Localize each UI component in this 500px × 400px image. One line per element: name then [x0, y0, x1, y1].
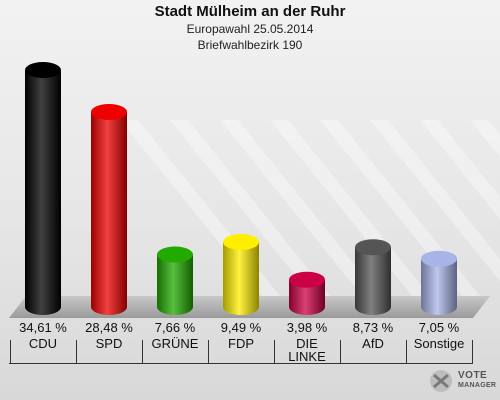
value-label: 34,61 %	[19, 320, 67, 335]
bars-group	[25, 62, 457, 315]
category-label: Sonstige	[413, 336, 465, 351]
bar-top	[289, 271, 325, 288]
bar-fdp	[223, 234, 259, 315]
bar-sonstige	[421, 250, 457, 315]
bar-top	[157, 246, 193, 263]
background-stripe	[170, 120, 330, 296]
chart-subtitle-election: Europawahl 25.05.2014	[186, 22, 314, 36]
bar-body	[289, 279, 325, 315]
category-separator	[406, 340, 407, 364]
category-label: FDP	[228, 336, 254, 351]
bar-body	[355, 247, 391, 315]
bar-top	[91, 103, 127, 120]
background-stripe	[370, 120, 500, 282]
bar-top	[355, 239, 391, 256]
value-label: 7,05 %	[418, 320, 460, 335]
bar-body	[25, 70, 61, 315]
category-separator	[274, 340, 275, 364]
category-label: CDU	[28, 336, 58, 351]
chart-subtitle-district: Briefwahlbezirk 190	[197, 38, 303, 52]
bar-top	[223, 234, 259, 251]
background-stripe	[470, 120, 500, 158]
vote-manager-logo	[430, 370, 452, 392]
bar-grüne	[157, 246, 193, 315]
logo-text-manager: MANAGER	[458, 382, 497, 389]
bar-afd	[355, 239, 391, 315]
category-separator	[472, 340, 473, 364]
bar-top	[25, 62, 61, 78]
category-label: GRÜNE	[151, 336, 199, 351]
bar-body	[421, 258, 457, 315]
category-separator	[10, 340, 11, 364]
value-label: 7,66 %	[154, 320, 196, 335]
value-label: 28,48 %	[85, 320, 133, 335]
background-stripe	[420, 120, 500, 220]
value-label: 8,73 %	[352, 320, 394, 335]
category-label: SPD	[95, 336, 123, 351]
value-label: 3,98 %	[286, 320, 328, 335]
chart-title: Stadt Mülheim an der Ruhr	[154, 3, 346, 20]
category-separator	[208, 340, 209, 364]
bar-cdu	[25, 62, 61, 315]
bar-body	[223, 242, 259, 315]
category-label: DIE LINKE	[288, 336, 326, 364]
category-separator	[340, 340, 341, 364]
logo-text-vote: VOTE	[458, 370, 488, 381]
category-label: AfD	[362, 336, 384, 351]
category-separator	[142, 340, 143, 364]
axis-baseline	[9, 363, 473, 364]
bar-top	[421, 250, 457, 267]
background-stripe	[220, 120, 380, 296]
bar-die-linke	[289, 271, 325, 315]
category-separator	[76, 340, 77, 364]
bar-body	[157, 254, 193, 315]
bar-body	[91, 111, 127, 315]
value-label: 9,49 %	[220, 320, 262, 335]
bar-spd	[91, 103, 127, 315]
